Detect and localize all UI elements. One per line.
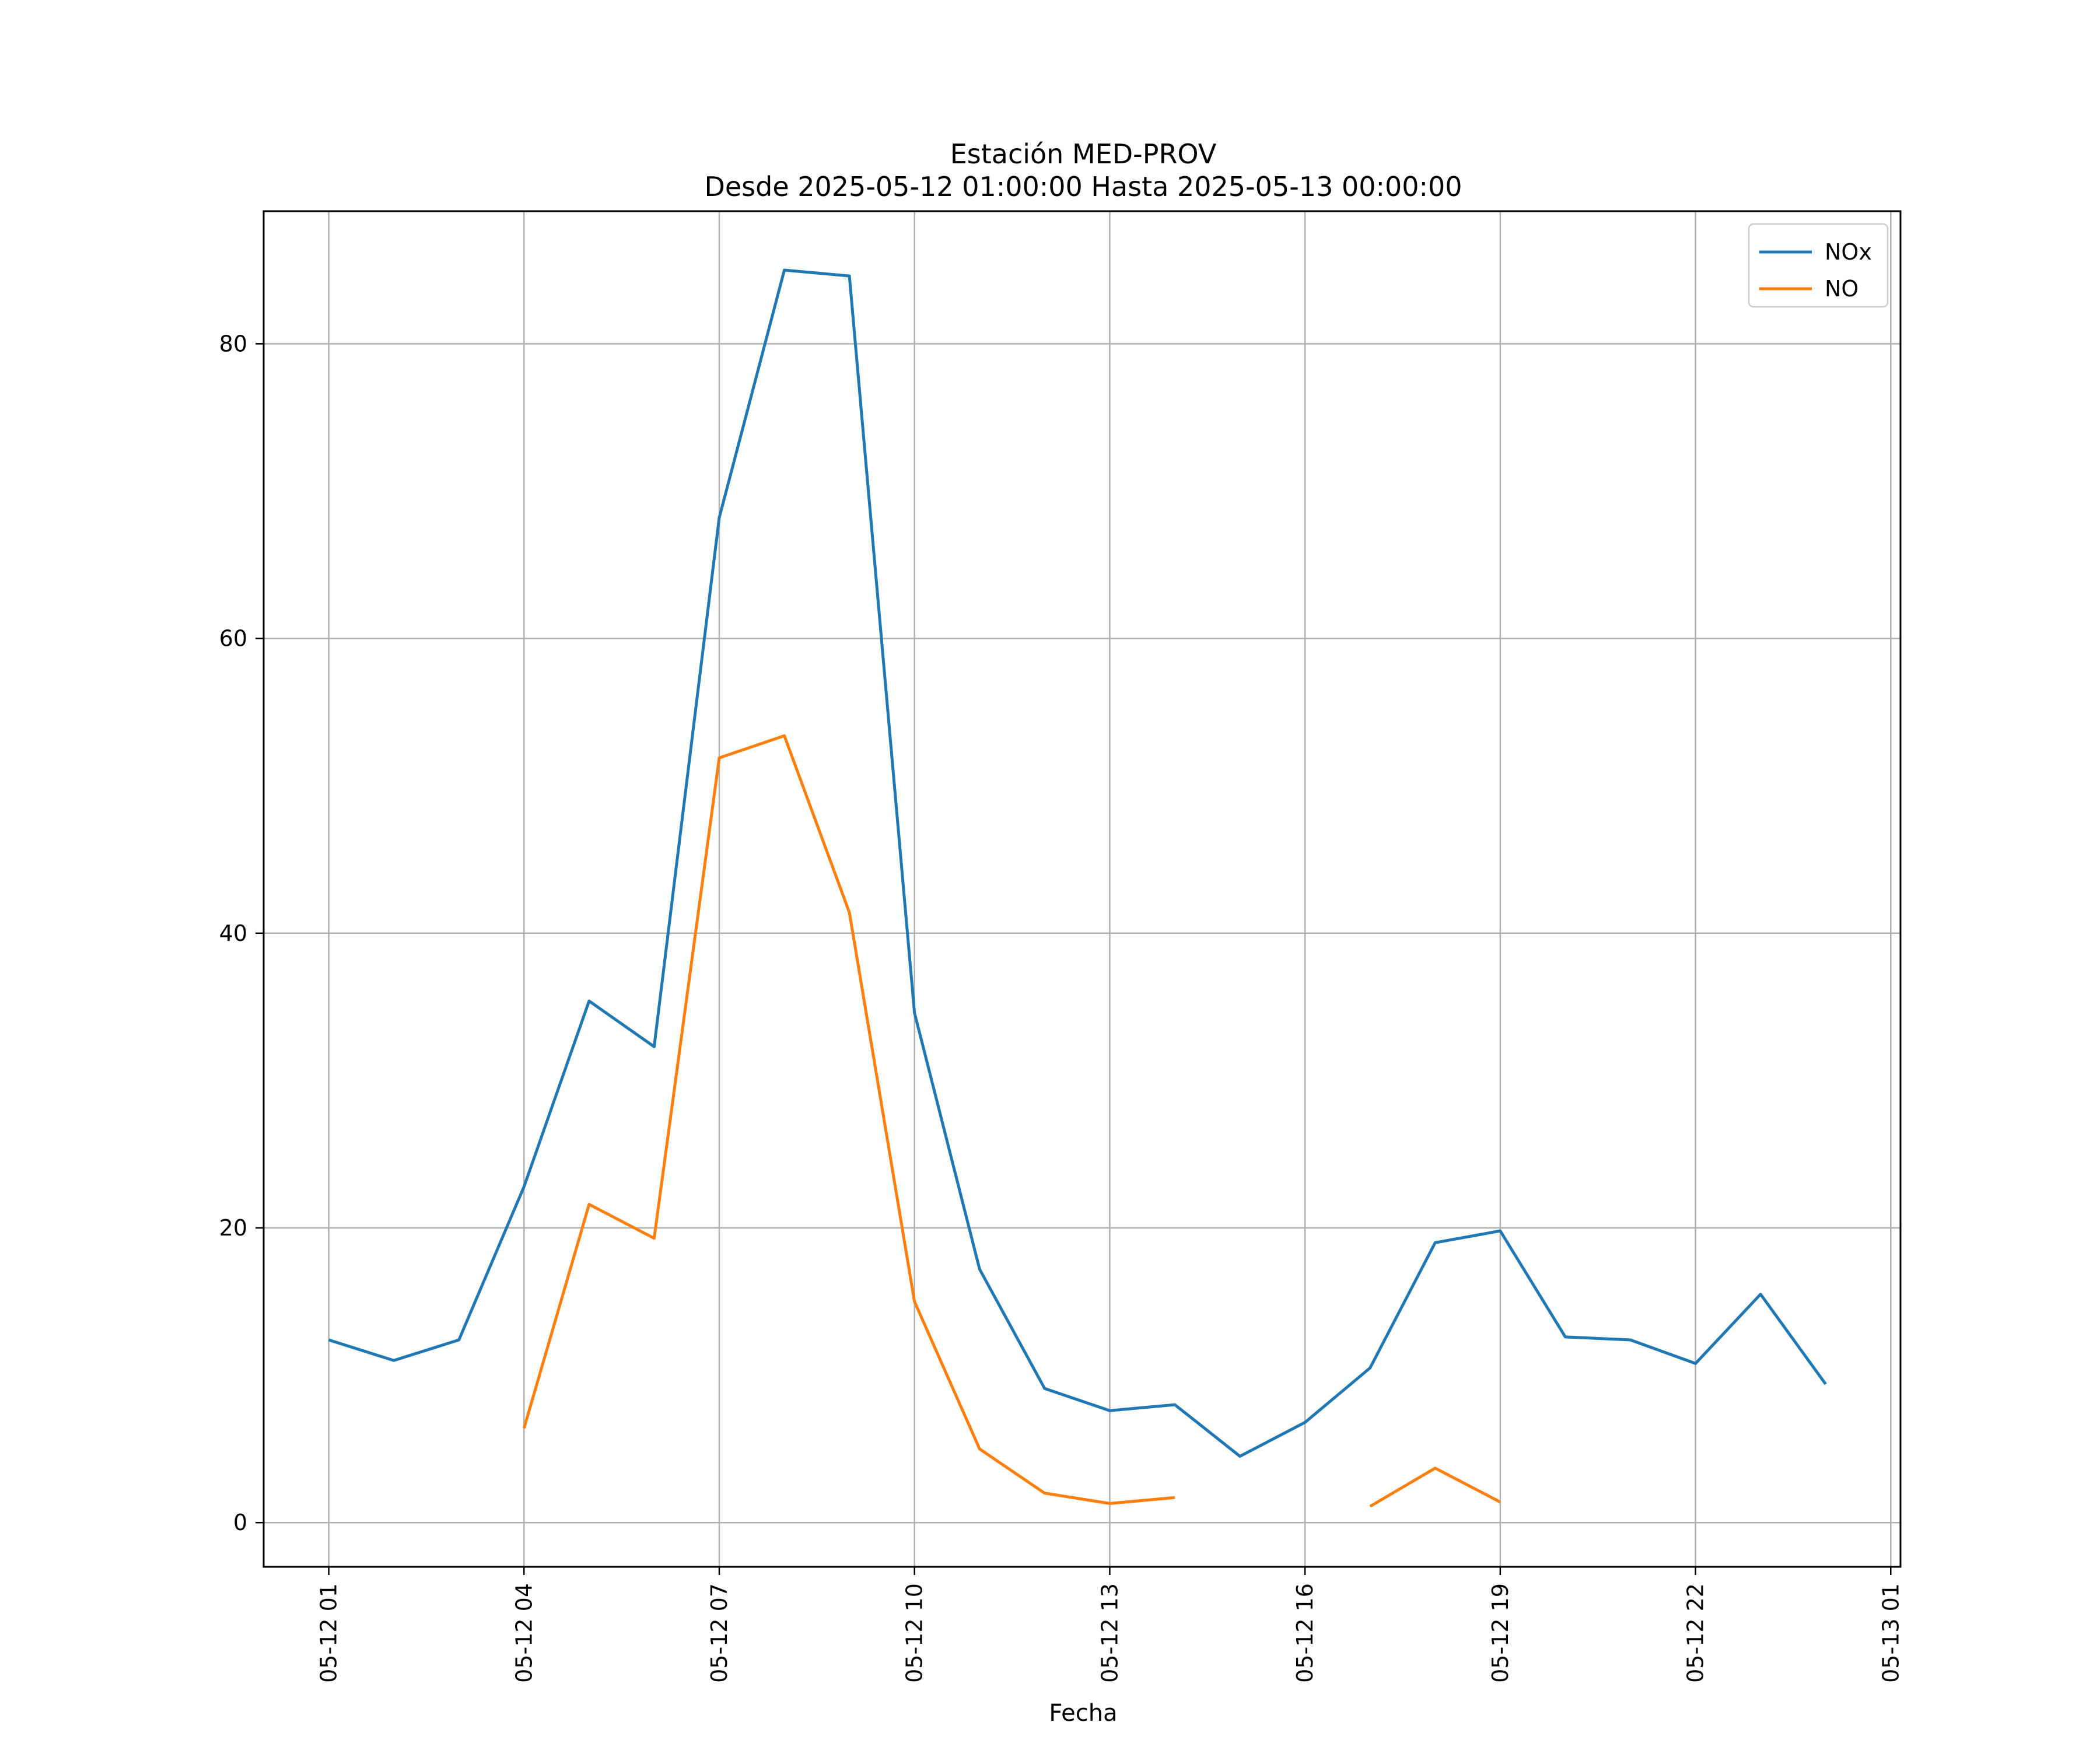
legend-label-nox: NOx xyxy=(1825,239,1872,265)
x-tick-label: 05-12 16 xyxy=(1292,1583,1318,1683)
x-tick-label: 05-12 13 xyxy=(1097,1583,1122,1683)
x-axis-label: Fecha xyxy=(1049,1700,1117,1727)
y-tick-label: 40 xyxy=(219,921,247,946)
legend-label-no: NO xyxy=(1825,276,1859,302)
series-line-nox xyxy=(328,268,1827,1458)
chart-title-line-2: Desde 2025-05-12 01:00:00 Hasta 2025-05-… xyxy=(704,171,1462,202)
series-no xyxy=(522,734,1501,1508)
axis-ticks: 05-12 01 05-12 04 05-12 07 05-12 10 05-12 13… xyxy=(219,331,1904,1683)
data-series xyxy=(328,268,1827,1508)
x-tick-label: 05-12 04 xyxy=(511,1583,537,1683)
plot-frame xyxy=(262,210,1902,1568)
y-tick-label: 60 xyxy=(219,626,247,652)
series-line-no xyxy=(522,734,1175,1505)
y-tick-label: 0 xyxy=(233,1510,247,1535)
chart-title-line-1: Estación MED-PROV xyxy=(950,138,1217,170)
series-nox xyxy=(328,268,1827,1458)
x-tick-label: 05-13 01 xyxy=(1878,1583,1903,1683)
x-tick-label: 05-12 22 xyxy=(1683,1583,1709,1683)
legend: NOx NO xyxy=(1748,223,1889,308)
grid-lines xyxy=(264,211,1901,1567)
x-tick-label: 05-12 19 xyxy=(1488,1583,1513,1683)
series-line-no xyxy=(1369,1466,1501,1508)
legend-box xyxy=(1748,223,1889,308)
y-tick-label: 80 xyxy=(219,331,247,356)
y-tick-label: 20 xyxy=(219,1215,247,1241)
x-tick-label: 05-12 07 xyxy=(706,1583,732,1683)
x-tick-label: 05-12 01 xyxy=(316,1583,342,1683)
x-tick-label: 05-12 10 xyxy=(902,1583,928,1683)
